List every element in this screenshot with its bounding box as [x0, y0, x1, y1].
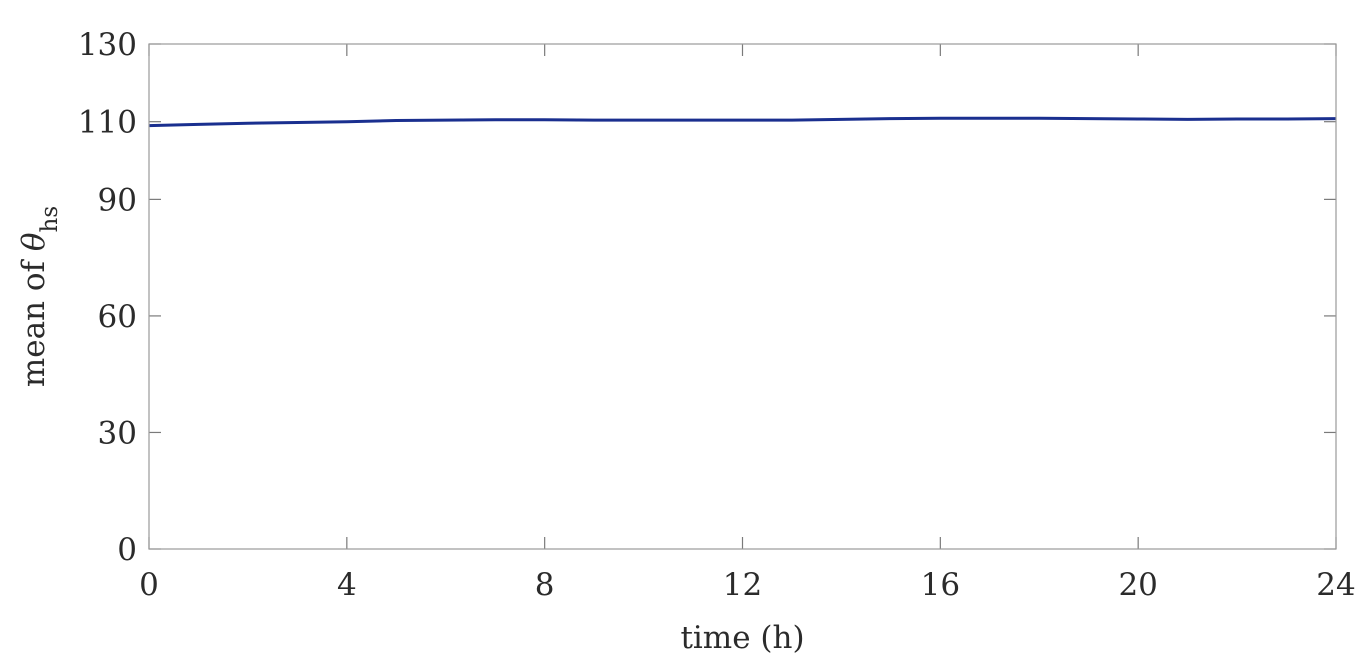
x-tick-label: 24 — [1316, 567, 1355, 603]
y-tick-label: 130 — [78, 27, 137, 63]
y-tick-label: 90 — [98, 182, 137, 218]
y-axis-label-prefix: mean of — [16, 251, 52, 387]
x-tick-label: 0 — [139, 567, 159, 603]
x-tick-label: 16 — [921, 567, 960, 603]
x-tick-label: 4 — [337, 567, 357, 603]
plot-frame — [148, 43, 1337, 550]
y-tick-label: 60 — [98, 299, 137, 335]
x-tick-label: 12 — [723, 567, 762, 603]
y-axis-label-subscript: hs — [37, 206, 63, 233]
x-tick-label: 8 — [535, 567, 555, 603]
x-tick-label: 20 — [1118, 567, 1157, 603]
y-tick-label: 0 — [117, 532, 137, 568]
x-axis-label: time (h) — [680, 620, 804, 656]
y-tick-label: 110 — [78, 105, 137, 141]
series-layer — [148, 116, 1337, 128]
y-axis-label-symbol: θ — [16, 232, 52, 251]
series-line — [148, 116, 1337, 128]
tick-labels-layer: 0 4 8 12 16 20 24 0 30 60 90 110 130 — [78, 27, 1356, 603]
y-axis-label: mean of θhs — [16, 206, 63, 387]
y-tick-label: 30 — [98, 415, 137, 451]
